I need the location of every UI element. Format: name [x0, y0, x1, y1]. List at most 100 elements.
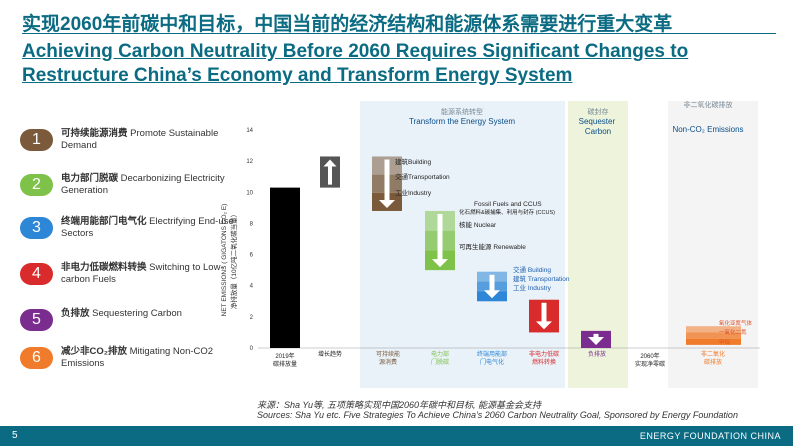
step-badge-2: 2: [20, 174, 53, 196]
page-title-cn: 实现2060年前碳中和目标，中国当前的经济结构和能源体系需要进行重大变革: [22, 14, 673, 35]
step-cn-2: 电力部门脱碳: [61, 173, 119, 184]
y-axis: 0 2 4 6 8 10 12 14: [246, 128, 760, 352]
bar-category-label: 增长趋势: [318, 350, 342, 358]
step-cn-3: 终端用能部门电气化: [61, 216, 147, 227]
y-tick-label: 6: [250, 253, 254, 259]
y-tick-label: 2: [250, 315, 254, 321]
annotation-nuclear-en: Nuclear: [474, 222, 497, 229]
section-title-nonco2-cn: 非二氧化碳排放: [684, 100, 733, 109]
bar-arrow: [432, 213, 448, 268]
page-number: 5: [12, 430, 18, 441]
strategy-item-4: 4 非电力低碳燃料转换 Switching to Low-carbon Fuel…: [20, 261, 240, 291]
annotation-electrify-industry-en: Industry: [528, 285, 552, 292]
step-text-3: 终端用能部门电气化 Electrifying End-use Sectors: [61, 216, 241, 240]
footer-brand: ENERGY FOUNDATION CHINA: [639, 431, 781, 441]
step-text-2: 电力部门脱碳 Decarbonizing Electricity Generat…: [61, 173, 241, 197]
bar-segment: [686, 338, 741, 345]
strategy-item-2: 2 电力部门脱碳 Decarbonizing Electricity Gener…: [20, 172, 240, 202]
annotations: 建筑Building 交通Transportation 工业Industry F…: [395, 157, 753, 346]
step-cn-6: 减少非CO₂排放: [61, 346, 127, 357]
bar-arrow: [379, 159, 395, 208]
y-tick-label: 0: [250, 346, 254, 352]
section-title-energy-en: Transform the Energy System: [409, 117, 515, 126]
annotation-n2o: 一氧化二氮: [719, 328, 747, 336]
bar-category-label: 负排放: [588, 350, 606, 358]
annotation-electrify-industry: 工业 Industry: [513, 283, 552, 292]
step-text-5: 负排放 Sequestering Carbon: [61, 308, 241, 320]
y-tick-label: 12: [246, 159, 253, 165]
annotation-renewable-en: Renewable: [493, 244, 526, 251]
bar-arrow: [588, 333, 604, 345]
step-text-6: 减少非CO₂排放 Mitigating Non-CO2 Emissions: [61, 346, 241, 370]
step-en-5: Sequestering Carbon: [92, 308, 182, 319]
annotation-nuclear: 核能 Nuclear: [459, 220, 497, 229]
y-axis-label-cn: 净排放量（10亿吨二氧化碳当量）: [229, 211, 238, 309]
y-axis-label: NET EMISSIONS ( GIGATONS CO₂ E): [221, 204, 228, 317]
bar-category-label: 非二氧化碳排放: [701, 350, 725, 366]
bar-category-label: 终端用能部门电气化: [477, 350, 507, 366]
bar-category-label: 2060年实现净零碳: [635, 352, 665, 368]
step-text-4: 非电力低碳燃料转换 Switching to Low-carbon Fuels: [61, 262, 241, 286]
step-en-6: Mitigating Non-CO2 Emissions: [61, 346, 214, 369]
bar-category-label: 非电力低碳燃料转换: [529, 350, 559, 366]
strategy-item-3: 3 终端用能部门电气化 Electrifying End-use Sectors: [20, 215, 240, 245]
strategy-item-1: 1 可持续能源消费 Promote Sustainable Demand: [20, 127, 240, 157]
annotation-building-cn: 建筑: [395, 157, 409, 166]
footer-bar: 5 ENERGY FOUNDATION CHINA: [0, 426, 793, 446]
annotation-electrify-building-cn: 交通: [513, 265, 527, 274]
y-tick-label: 10: [246, 190, 253, 196]
annotation-nuclear-cn: 核能: [459, 220, 473, 229]
bar-category-label: 可持续能源消费: [376, 350, 400, 366]
step-badge-6: 6: [20, 347, 53, 369]
y-tick-label: 4: [250, 284, 254, 290]
x-labels-group: 2019年碳排放量 增长趋势 可持续能源消费 电力部门脱碳 终端用能部门电气化 非电力低碳…: [273, 350, 725, 368]
bar-arrow: [536, 302, 552, 330]
bar-segment: [686, 326, 741, 333]
source-cn: 来源：Sha Yu等, 五项策略实现中国2060年碳中和目标, 能源基金会支持: [257, 400, 542, 410]
section-title-nonco2-en: Non-CO₂ Emissions: [672, 125, 743, 134]
bar-arrow: [323, 159, 337, 185]
annotation-ch4: 甲烷: [719, 338, 731, 346]
bar-category-label: 电力部门脱碳: [431, 350, 449, 366]
annotation-fgas: 氧化亚氮气体: [719, 319, 753, 327]
annotation-industry-cn: 工业: [395, 188, 409, 197]
annotation-building-en: Building: [408, 159, 432, 166]
step-en-4: Switching to Low-carbon Fuels: [61, 262, 224, 285]
annotation-renewable: 可再生能源 Renewable: [459, 242, 526, 251]
step-cn-4: 非电力低碳燃料转换: [61, 262, 147, 273]
annotation-electrify-industry-cn: 工业: [513, 283, 527, 292]
section-panel-energy: [360, 101, 565, 388]
y-tick-label: 8: [250, 221, 254, 227]
bar-arrow: [484, 274, 500, 299]
page-title-en: Achieving Carbon Neutrality Before 2060 …: [22, 40, 688, 88]
step-text-1: 可持续能源消费 Promote Sustainable Demand: [61, 128, 241, 152]
step-en-3: Electrifying End-use Sectors: [61, 216, 234, 239]
annotation-electrify-building-en: Building: [528, 267, 552, 274]
section-title-sequester-cn: 碳封存: [588, 107, 609, 116]
section-title-energy-cn: 能源系统转型: [441, 107, 483, 116]
step-cn-5: 负排放: [61, 308, 90, 319]
annotation-transport: 交通Transportation: [395, 172, 450, 181]
strategy-item-6: 6 减少非CO₂排放 Mitigating Non-CO2 Emissions: [20, 345, 240, 375]
step-badge-1: 1: [20, 129, 53, 151]
title-divider: [22, 33, 776, 34]
step-badge-4: 4: [20, 263, 53, 285]
annotation-transport-cn: 交通: [395, 172, 409, 181]
annotation-industry-en: Industry: [408, 190, 432, 197]
annotation-building: 建筑Building: [395, 157, 432, 166]
bars-group: [270, 156, 741, 348]
step-badge-5: 5: [20, 309, 53, 331]
annotation-electrify-transport-en: Transportation: [528, 276, 570, 283]
step-cn-1: 可持续能源消费: [61, 128, 128, 139]
source-en: Sources: Sha Yu etc. Five Strategies To …: [257, 410, 738, 420]
step-en-1: Promote Sustainable Demand: [61, 128, 219, 151]
title-en-line1: Achieving Carbon Neutrality Before 2060 …: [22, 41, 689, 62]
section-title-sequester-en: Sequester Carbon: [579, 117, 618, 136]
annotation-industry: 工业Industry: [395, 188, 432, 197]
annotation-transport-en: Transportation: [408, 174, 450, 181]
annotation-electrify-transport: 建筑 Transportation: [513, 274, 570, 283]
section-panel-nonco2: [668, 101, 758, 388]
step-badge-3: 3: [20, 217, 53, 239]
bar-category-label: 2019年碳排放量: [273, 352, 297, 368]
annotation-fossil-cn: 化石燃料&碳捕集、利用与封存 (CCUS): [459, 208, 555, 216]
